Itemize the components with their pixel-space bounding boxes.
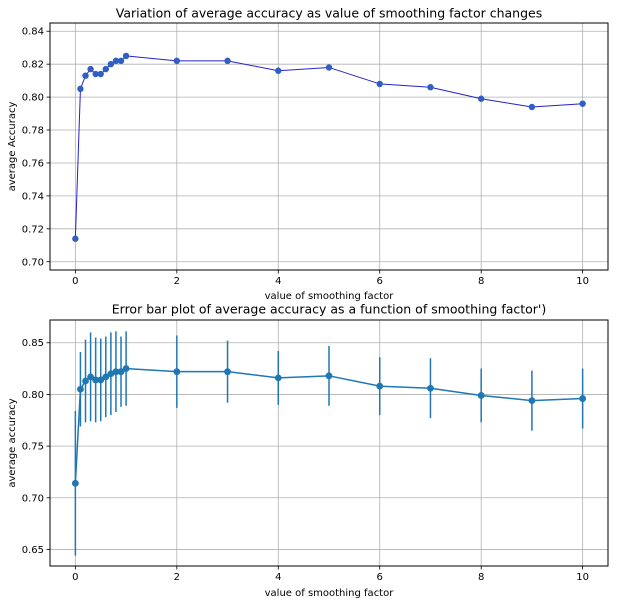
- data-point: [325, 372, 333, 380]
- data-point: [71, 479, 79, 487]
- data-point: [427, 84, 434, 91]
- data-point: [102, 65, 110, 73]
- y-tick-label: 0.82: [22, 60, 44, 71]
- data-point: [97, 376, 105, 384]
- x-tick-label: 0: [72, 572, 78, 583]
- data-point: [579, 395, 587, 402]
- data-point: [173, 368, 181, 376]
- x-tick-label: 2: [174, 572, 180, 583]
- y-tick-label: 0.75: [22, 442, 44, 453]
- x-tick-label: 4: [275, 572, 281, 583]
- y-tick-label: 0.78: [22, 126, 44, 137]
- data-point: [82, 72, 89, 79]
- data-point: [97, 70, 104, 78]
- data-point: [87, 65, 94, 73]
- x-tick-label: 10: [576, 276, 589, 287]
- y-tick-label: 0.70: [22, 493, 44, 504]
- y-tick-label: 0.65: [22, 545, 44, 556]
- data-point: [477, 95, 485, 102]
- data-point: [528, 103, 536, 111]
- data-point: [77, 85, 84, 93]
- y-tick-label: 0.72: [22, 224, 44, 235]
- chart-errorbar-accuracy: Error bar plot of average accuracy as a …: [7, 302, 609, 599]
- data-point: [112, 57, 120, 65]
- data-point: [107, 60, 115, 68]
- data-point: [173, 57, 181, 65]
- y-tick-label: 0.80: [22, 390, 44, 401]
- y-tick-label: 0.80: [22, 93, 44, 104]
- data-point: [325, 64, 333, 71]
- data-point: [82, 377, 89, 385]
- x-tick-label: 2: [174, 276, 180, 287]
- x-tick-label: 8: [478, 276, 484, 287]
- plot-frame: [49, 319, 609, 567]
- plot-frame: [49, 22, 609, 271]
- chart-accuracy-vs-smoothing: Variation of average accuracy as value o…: [7, 6, 609, 302]
- x-tick-label: 8: [478, 572, 484, 583]
- x-tick-label: 6: [377, 276, 383, 287]
- data-point: [122, 365, 130, 372]
- y-tick-label: 0.76: [22, 158, 44, 169]
- x-tick-label: 0: [72, 276, 78, 287]
- series-line: [74, 55, 583, 239]
- y-axis-label: average Accuracy: [7, 102, 18, 192]
- data-point: [122, 52, 130, 60]
- x-axis-label: value of smoothing factor: [265, 588, 395, 599]
- data-point: [275, 67, 282, 74]
- chart-title: Error bar plot of average accuracy as a …: [112, 302, 547, 317]
- data-point: [477, 392, 485, 399]
- y-axis-label: average accuracy: [7, 398, 18, 487]
- data-point: [92, 70, 99, 78]
- data-point: [274, 374, 282, 382]
- data-point: [528, 397, 536, 405]
- x-axis-label: value of smoothing factor: [265, 291, 395, 302]
- data-point: [579, 100, 586, 107]
- data-point: [224, 368, 231, 376]
- x-tick-label: 10: [576, 572, 589, 583]
- data-point: [112, 368, 120, 376]
- x-tick-label: 4: [275, 276, 281, 287]
- data-point: [117, 57, 125, 65]
- data-point: [117, 368, 125, 376]
- data-point: [72, 235, 79, 242]
- y-tick-label: 0.74: [22, 191, 44, 202]
- y-tick-label: 0.84: [22, 27, 44, 38]
- data-point: [92, 376, 100, 384]
- data-point: [224, 57, 231, 65]
- data-point: [77, 385, 84, 393]
- x-tick-label: 6: [377, 572, 383, 583]
- y-tick-label: 0.70: [22, 257, 44, 268]
- data-point: [87, 373, 94, 381]
- y-tick-label: 0.85: [22, 338, 44, 349]
- data-point: [102, 373, 110, 381]
- data-point: [427, 384, 434, 392]
- data-point: [376, 382, 384, 390]
- data-point: [376, 80, 383, 88]
- chart-title: Variation of average accuracy as value o…: [116, 6, 542, 21]
